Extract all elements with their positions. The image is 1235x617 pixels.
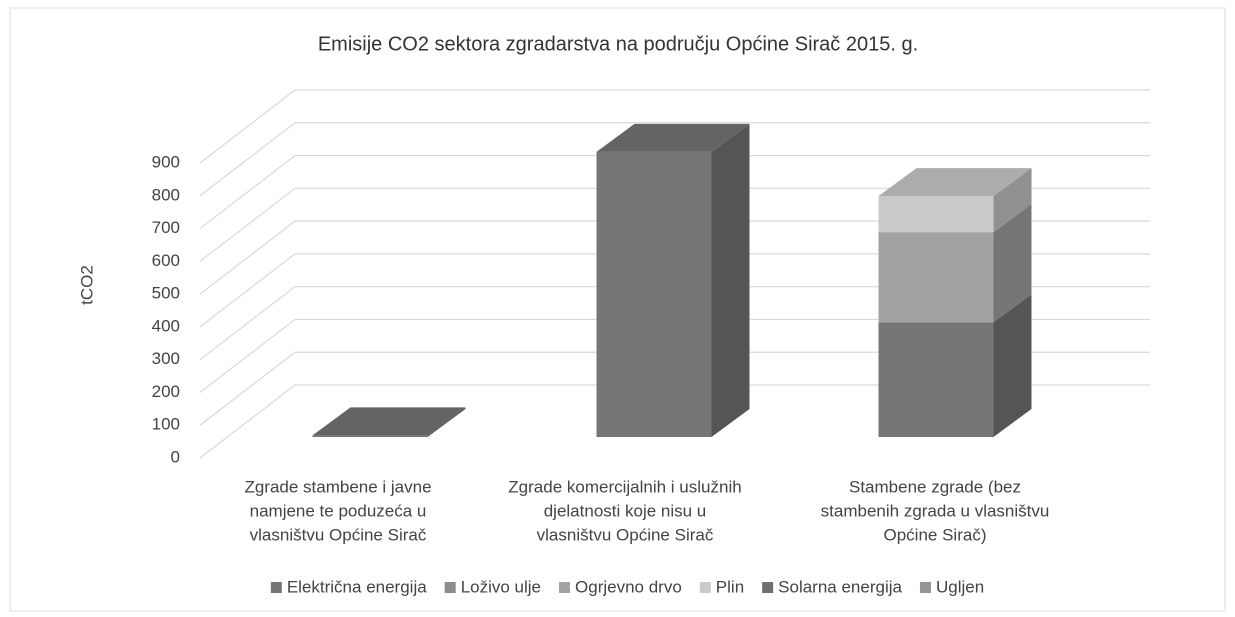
y-tick-label: 900 [152,152,180,171]
grid-line [199,187,1150,262]
legend: Električna energija Loživo ulje Ogrjevno d… [270,577,984,596]
y-tick-label: 400 [152,316,180,335]
grid-line [199,351,1150,426]
legend-label: Solarna energija [778,577,902,596]
y-tick-label: 700 [152,218,180,237]
bar-segment [878,196,994,233]
legend-swatch [919,582,931,593]
y-tick-label: 200 [152,382,180,401]
bar-top [878,168,1032,197]
bar-top [312,407,466,436]
legend-label: Plin [716,577,744,596]
chart-title: Emisije CO2 sektora zgradarstva na podru… [318,33,918,55]
legend-swatch [444,582,456,593]
legend-label: Ugljen [936,577,984,596]
legend-label: Ogrjevno drvo [575,577,682,596]
y-tick-label: 100 [152,415,180,434]
bar-top [596,123,750,152]
grid-line [199,89,1150,164]
bar-segment [596,151,712,438]
x-tick-label: Zgrade stambene i javne [244,477,431,496]
y-tick-label: 0 [171,447,180,466]
x-tick-label: Stambene zgrade (bez [849,477,1021,496]
y-tick-label: 600 [152,251,180,270]
grid-line [199,384,1150,459]
grid-line [199,220,1150,295]
bar-segment [312,435,428,437]
bar-segment [878,322,994,437]
bar-segment [878,232,994,323]
bar-side [427,407,466,437]
y-tick-label: 800 [152,185,180,204]
bar-side [993,204,1032,323]
legend-label: Loživo ulje [461,577,541,596]
grid-line [199,286,1150,361]
x-tick-label: namjene te poduzeća u [250,501,427,520]
y-axis-label: tCO2 [77,265,96,305]
bar-side [993,294,1032,437]
x-tick-label: vlasništvu Općine Sirač [537,525,714,544]
legend-swatch [699,582,711,593]
grid-line [199,154,1150,230]
grid-line [199,122,1150,197]
legend-swatch [559,582,571,593]
x-tick-label: djelatnosti koje nisu u [544,501,707,520]
y-tick-label: 500 [152,284,180,303]
x-tick-label: stambenih zgrada u vlasništvu [821,501,1050,520]
bar-side [711,123,750,437]
legend-label: Električna energija [287,577,427,596]
x-tick-label: Zgrade komercijalnih i uslužnih [508,477,741,496]
legend-swatch [270,582,282,593]
bar-side [993,168,1032,233]
x-tick-label: Općine Sirač) [884,525,987,544]
y-tick-label: 300 [152,349,180,368]
legend-swatch [762,582,774,593]
grid-line [199,318,1150,393]
x-tick-label: vlasništvu Općine Sirač [250,525,427,544]
grid-line [199,253,1150,328]
